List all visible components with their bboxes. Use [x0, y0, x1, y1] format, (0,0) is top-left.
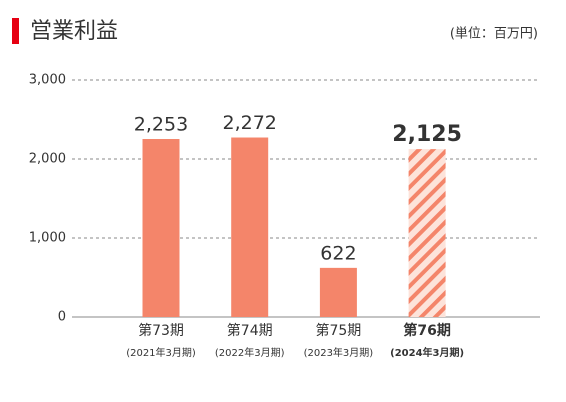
- bar: [142, 139, 180, 317]
- x-tick-label: 第76期: [403, 322, 450, 339]
- title-marker: [12, 18, 19, 44]
- y-tick-label: 3,000: [29, 73, 66, 88]
- x-tick-label: 第74期: [227, 322, 273, 339]
- bar: [319, 267, 357, 317]
- y-tick-label: 0: [58, 310, 66, 325]
- value-label: 622: [320, 242, 356, 264]
- y-tick-label: 2,000: [29, 152, 66, 167]
- chart-title: 営業利益: [30, 19, 118, 44]
- x-tick-label: 第75期: [315, 322, 361, 339]
- x-tick-note: (2021年3月期): [126, 346, 196, 359]
- value-label: 2,272: [222, 112, 276, 134]
- x-tick-note: (2023年3月期): [304, 346, 374, 359]
- x-tick-note: (2024年3月期): [390, 346, 464, 359]
- x-tick-label: 第73期: [138, 322, 184, 339]
- value-label: 2,125: [392, 122, 462, 147]
- x-tick-note: (2022年3月期): [215, 346, 285, 359]
- bar: [408, 149, 446, 317]
- bar: [231, 137, 269, 317]
- unit-label: (単位：百万円): [450, 26, 538, 42]
- value-label: 2,253: [134, 114, 188, 136]
- y-tick-label: 1,000: [29, 231, 66, 246]
